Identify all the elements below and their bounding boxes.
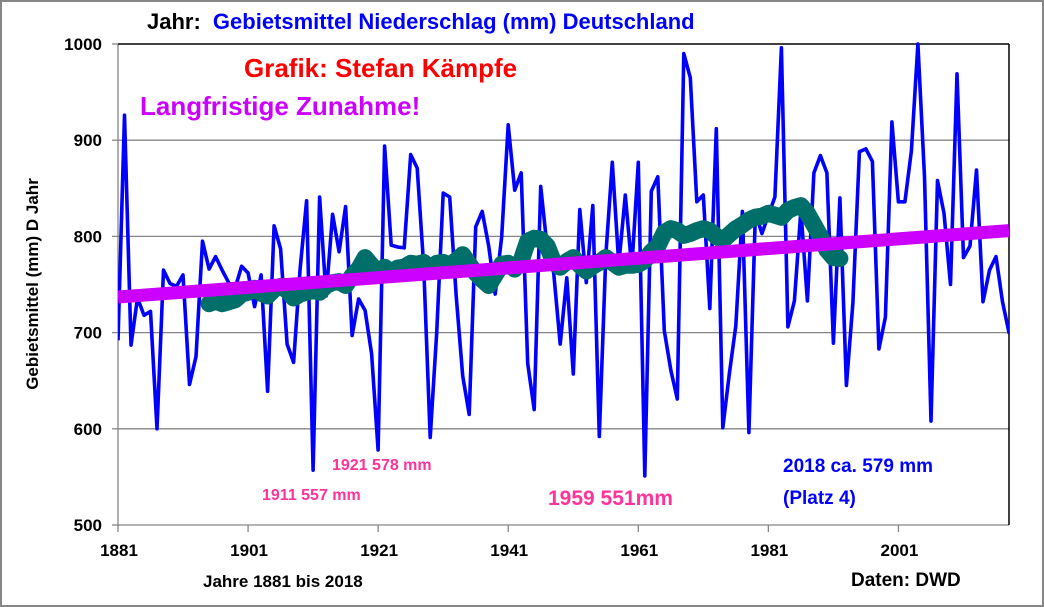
x-tick-label: 1881: [100, 541, 138, 560]
series-group: [118, 42, 1009, 478]
annotation-2018: 2018 ca. 579 mm: [783, 456, 933, 477]
x-tick-label: 1981: [750, 541, 788, 560]
y-tick-label: 800: [74, 227, 102, 246]
x-tick-label: 1901: [230, 541, 268, 560]
chart-title-main: Gebietsmittel Niederschlag (mm) Deutschl…: [213, 9, 695, 34]
x-tick-label: 1941: [490, 541, 528, 560]
author-annotation: Grafik: Stefan Kämpfe: [244, 53, 517, 83]
series-layer: [118, 42, 1009, 478]
x-tick-label: 1961: [620, 541, 658, 560]
annual-precipitation-line: [118, 42, 1009, 478]
y-tick-label: 900: [74, 131, 102, 150]
annotation-1911: 1911 557 mm: [262, 487, 361, 504]
chart-title: Jahr: Gebietsmittel Niederschlag (mm) De…: [147, 9, 695, 34]
axes-layer: 500 600 700 800 900 1000 1881 1901 1921 1941 1961 1…: [64, 35, 1010, 560]
linear-trend-line: [118, 224, 1009, 304]
y-tick-label: 700: [74, 324, 102, 343]
chart-title-prefix: Jahr:: [147, 9, 201, 34]
y-tick-label: 1000: [64, 35, 102, 54]
smoothed-mean-line: [200, 197, 849, 313]
trend-annotation: Langfristige Zunahme!: [140, 91, 420, 121]
y-tick-label: 500: [74, 516, 102, 535]
annotation-1959: 1959 551mm: [548, 487, 673, 510]
x-tick-label: 2001: [881, 541, 919, 560]
annotation-1921: 1921 578 mm: [332, 457, 432, 474]
x-axis-label: Jahre 1881 bis 2018: [203, 572, 363, 591]
y-axis-label: Gebietsmittel (mm) D Jahr: [23, 178, 42, 390]
x-tick-label: 1921: [360, 541, 398, 560]
annotation-rank: (Platz 4): [783, 488, 856, 509]
data-source-label: Daten: DWD: [851, 570, 961, 591]
y-tick-label: 600: [74, 420, 102, 439]
